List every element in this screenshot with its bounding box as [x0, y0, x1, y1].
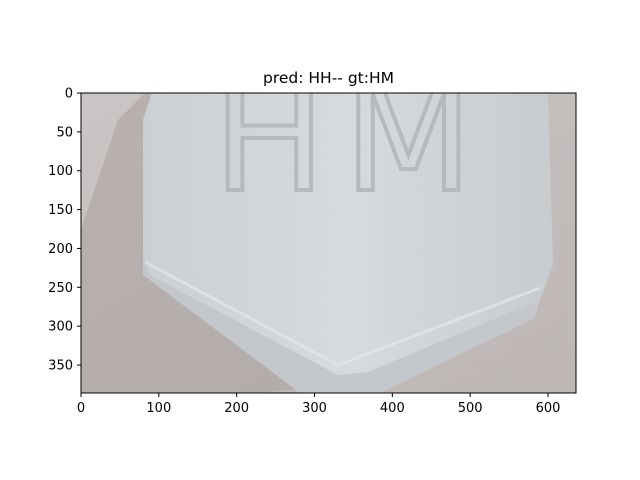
plot-title: pred: HH-- gt:HM — [263, 69, 394, 87]
x-tick-label: 0 — [77, 401, 85, 416]
y-tick-label: 100 — [48, 164, 73, 179]
x-tick-label: 100 — [146, 401, 171, 416]
y-tick-label: 50 — [56, 125, 73, 140]
image-area: HM — [81, 93, 576, 393]
x-tick-label: 600 — [536, 401, 561, 416]
y-tick-label: 200 — [48, 242, 73, 257]
y-tick-label: 300 — [48, 320, 73, 335]
y-tick-label: 150 — [48, 203, 73, 218]
y-tick-label: 250 — [48, 281, 73, 296]
y-tick-label: 0 — [65, 87, 73, 102]
x-tick-label: 500 — [458, 401, 483, 416]
x-tick-label: 400 — [380, 401, 405, 416]
x-tick-label: 300 — [302, 401, 327, 416]
y-axis: 0 50 100 150 200 250 300 350 — [48, 87, 81, 374]
y-tick-label: 350 — [48, 359, 73, 374]
axes-frame — [80, 92, 577, 394]
x-axis: 0 100 200 300 400 500 600 — [77, 393, 561, 416]
surface-texture — [81, 93, 576, 393]
x-tick-label: 200 — [224, 401, 249, 416]
